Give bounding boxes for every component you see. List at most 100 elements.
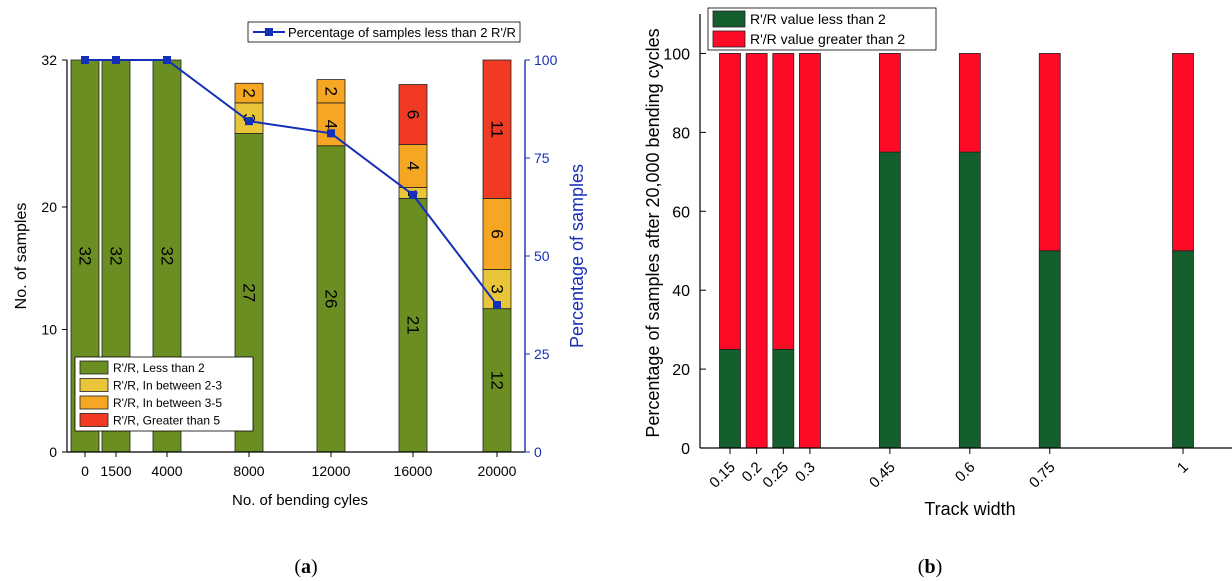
x-tick-label: 0.3: [792, 459, 819, 486]
x-tick-label: 16000: [394, 463, 433, 479]
legend-label: R'/R, Greater than 5: [113, 414, 220, 428]
panel-b-xlabel: Track width: [924, 499, 1015, 519]
panel-a-chart: 3232322732264221461236111 01020320255075…: [13, 21, 587, 509]
bar-segment: [482, 198, 512, 270]
x-tick-label: 8000: [233, 463, 264, 479]
legend-label: R'/R, In between 2-3: [113, 379, 222, 393]
percentage-marker: [112, 56, 120, 64]
percentage-line: [85, 59, 498, 306]
bar-segment: [398, 84, 428, 145]
bar-value-label: 11: [488, 120, 507, 138]
y-tick-label: 0: [681, 441, 690, 458]
percentage-marker: [493, 301, 501, 309]
bar-segment: [1038, 250, 1061, 449]
panel-b-ylabel: Percentage of samples after 20,000 bendi…: [643, 28, 663, 437]
percentage-marker: [245, 117, 253, 126]
bar-segment: [482, 59, 512, 199]
bar-segment: [316, 79, 346, 104]
y-tick-label: 20: [672, 362, 690, 379]
x-tick-label: 0.75: [1026, 459, 1059, 492]
x-tick-label: 0.45: [866, 459, 899, 492]
panel-a-ylabel: No. of samples: [13, 203, 30, 310]
legend-swatch: [79, 360, 109, 375]
bar-segment: [958, 151, 981, 449]
y-tick-label: 32: [41, 52, 57, 68]
panel-a-percentage-line: [81, 56, 501, 309]
x-tick-label: 0.25: [759, 459, 792, 492]
legend-swatch: [712, 30, 746, 48]
bar-value-label: 26: [322, 289, 341, 308]
x-tick-label: 1500: [100, 463, 131, 479]
panel-b-caption: (b): [918, 556, 942, 578]
y-tick-label: 10: [41, 322, 57, 338]
bar-segment: [772, 53, 795, 350]
bar-segment: [1172, 53, 1194, 252]
bar-segment: [772, 348, 795, 449]
bar-segment: [878, 53, 901, 153]
x-tick-label: 1: [1174, 459, 1192, 477]
legend-label: R'/R value less than 2: [750, 11, 886, 27]
x-tick-label: 20000: [478, 463, 517, 479]
y-tick-label: 60: [672, 204, 690, 221]
y2-tick-label: 75: [534, 150, 550, 166]
bar-segment: [878, 151, 901, 449]
bar-segment: [958, 53, 981, 153]
bar-value-label: 4: [322, 120, 341, 129]
legend-label: R'/R, Less than 2: [113, 361, 205, 375]
x-tick-label: 0: [81, 463, 89, 479]
bar-value-label: 2: [322, 87, 341, 96]
percentage-marker: [81, 56, 89, 64]
legend-label: R'/R, In between 3-5: [113, 396, 222, 410]
line-legend-marker: [265, 28, 273, 36]
bar-segment: [482, 308, 512, 453]
bar-segment: [745, 53, 768, 449]
bar-value-label: 27: [240, 283, 259, 302]
y2-tick-label: 25: [534, 346, 550, 362]
legend-swatch: [79, 413, 109, 427]
bar-segment: [234, 82, 264, 104]
panel-a-caption: (a): [294, 556, 317, 578]
bar-segment: [398, 198, 428, 453]
percentage-marker: [327, 129, 335, 138]
x-tick-label: 4000: [151, 463, 182, 479]
y-tick-label: 80: [672, 125, 690, 142]
bar-value-label: 32: [76, 247, 95, 266]
bar-segment: [1038, 53, 1061, 252]
bar-value-label: 32: [107, 247, 126, 266]
bar-segment: [719, 348, 741, 449]
bar-value-label: 2: [240, 88, 259, 97]
legend-swatch: [79, 395, 109, 410]
bar-value-label: 6: [404, 110, 423, 119]
bar-segment: [1172, 250, 1194, 449]
bar-segment: [799, 53, 821, 449]
percentage-marker: [409, 190, 417, 199]
percentage-marker: [163, 56, 171, 64]
y-tick-label: 0: [49, 444, 57, 460]
legend-box: [707, 7, 937, 51]
bar-value-label: 3: [488, 284, 507, 293]
y-tick-label: 40: [672, 283, 690, 300]
panel-b-bars: [719, 53, 1194, 449]
legend-swatch: [712, 10, 746, 28]
y2-tick-label: 0: [534, 444, 542, 460]
panel-b-legend: R'/R value less than 2 R'/R value greater…: [707, 7, 937, 51]
legend-label: R'/R value greater than 2: [750, 31, 905, 47]
x-tick-label: 12000: [312, 463, 351, 479]
legend-swatch: [79, 378, 109, 392]
y-tick-label: 20: [41, 199, 57, 215]
y2-tick-label: 50: [534, 248, 550, 264]
y2-tick-label: 100: [534, 52, 558, 68]
panel-a-line-legend: Percentage of samples less than 2 R'/R: [247, 21, 521, 43]
bar-segment: [316, 145, 346, 453]
bar-value-label: 21: [404, 316, 423, 335]
panel-a-y2label: Percentage of samples: [567, 164, 587, 348]
bar-value-label: 4: [404, 161, 423, 170]
line-legend-label: Percentage of samples less than 2 R'/R: [288, 25, 516, 40]
y-tick-label: 100: [663, 46, 690, 63]
bar-value-label: 32: [158, 247, 177, 266]
bar-segment: [719, 53, 741, 350]
bar-segment: [316, 102, 346, 147]
